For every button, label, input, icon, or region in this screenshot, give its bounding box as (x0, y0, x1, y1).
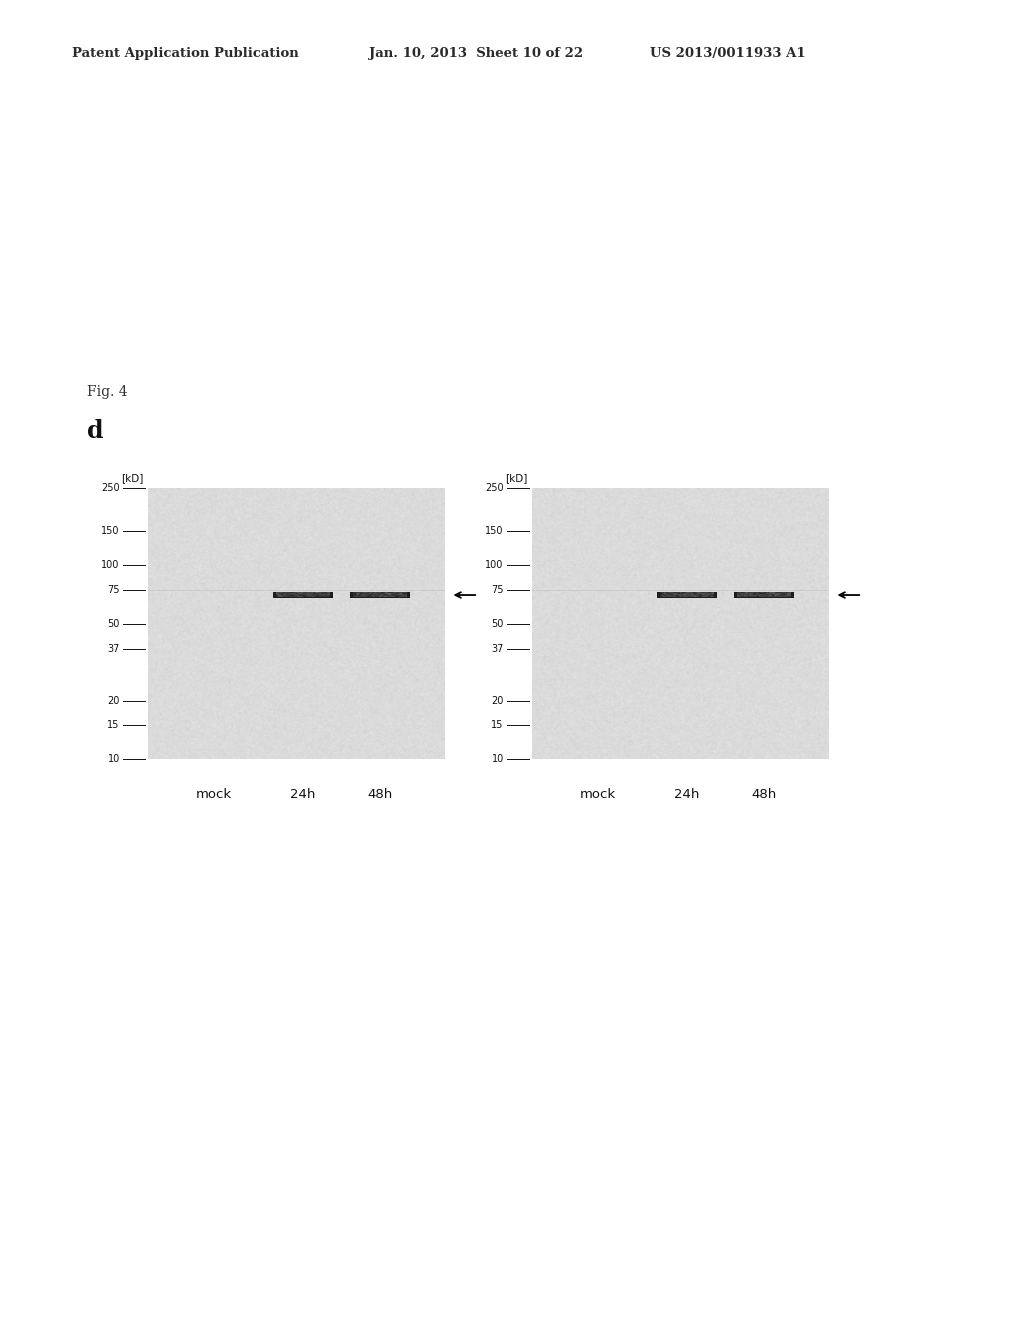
Text: 20: 20 (492, 696, 504, 706)
Text: d: d (87, 420, 103, 444)
Text: 10: 10 (492, 754, 504, 764)
Text: 75: 75 (108, 585, 120, 594)
Text: 100: 100 (101, 561, 120, 570)
Text: Patent Application Publication: Patent Application Publication (72, 46, 298, 59)
Bar (734, 593, 794, 598)
Text: 250: 250 (485, 483, 504, 494)
Text: 150: 150 (485, 527, 504, 536)
Text: 48h: 48h (368, 788, 393, 801)
Text: 24h: 24h (674, 788, 699, 801)
Text: Fig. 4: Fig. 4 (87, 385, 128, 399)
Bar (273, 593, 333, 598)
Text: [kD]: [kD] (121, 473, 143, 483)
Text: 75: 75 (492, 585, 504, 594)
Text: 50: 50 (492, 619, 504, 628)
Text: 10: 10 (108, 754, 120, 764)
Text: 50: 50 (108, 619, 120, 628)
Text: mock: mock (580, 788, 615, 801)
Text: 100: 100 (485, 561, 504, 570)
Text: [kD]: [kD] (505, 473, 527, 483)
Text: 15: 15 (492, 719, 504, 730)
Text: 15: 15 (108, 719, 120, 730)
Bar (350, 593, 410, 598)
Bar (657, 593, 717, 598)
Text: 48h: 48h (752, 788, 777, 801)
Text: US 2013/0011933 A1: US 2013/0011933 A1 (650, 46, 806, 59)
Text: mock: mock (196, 788, 231, 801)
Text: 250: 250 (101, 483, 120, 494)
Text: 37: 37 (492, 644, 504, 653)
Text: Jan. 10, 2013  Sheet 10 of 22: Jan. 10, 2013 Sheet 10 of 22 (369, 46, 583, 59)
Text: 150: 150 (101, 527, 120, 536)
Text: 20: 20 (108, 696, 120, 706)
Text: 37: 37 (108, 644, 120, 653)
Text: 24h: 24h (290, 788, 315, 801)
